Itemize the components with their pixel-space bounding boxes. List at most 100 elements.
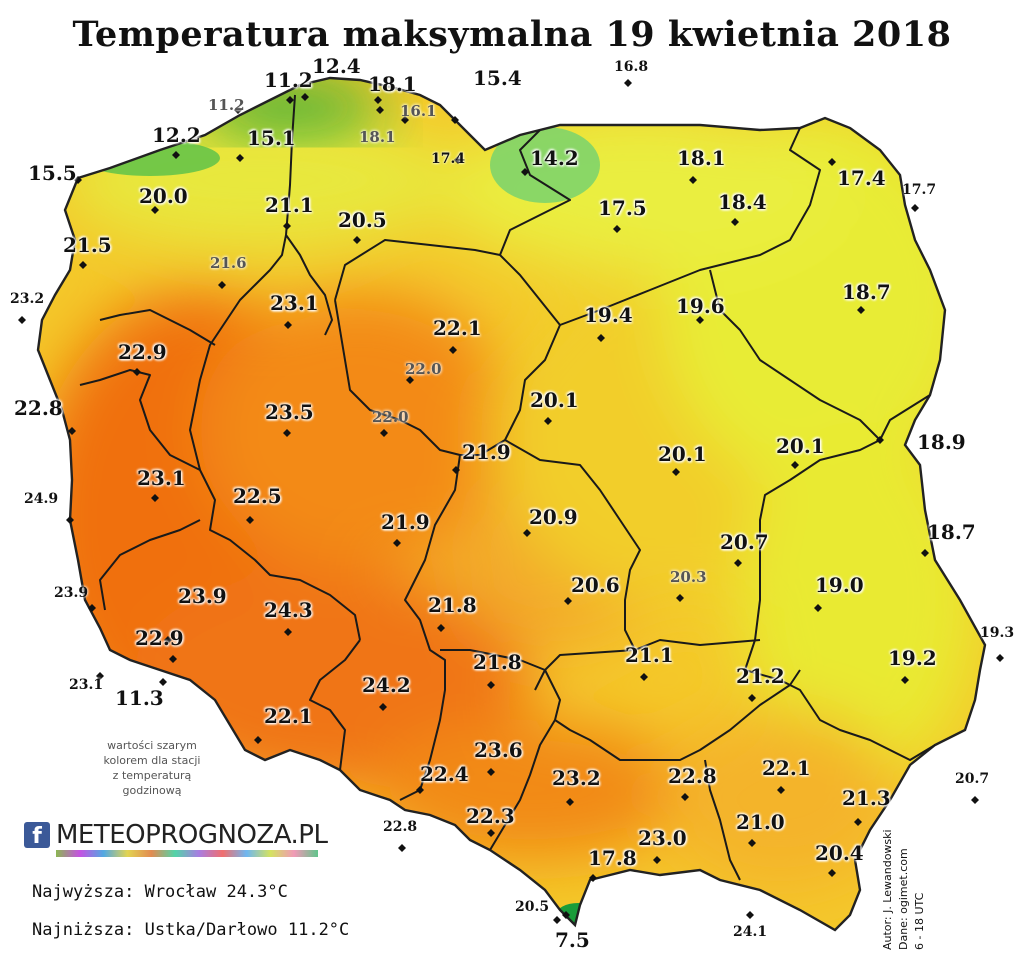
station-label-33: 22.0	[372, 408, 409, 426]
station-label-0: 12.4	[312, 54, 361, 78]
station-marker-25	[449, 346, 457, 354]
station-marker-66	[681, 793, 689, 801]
station-label-66: 22.8	[668, 764, 717, 788]
station-marker-18	[353, 236, 361, 244]
station-label-13: 17.4	[837, 166, 886, 190]
station-label-63: 23.6	[474, 738, 523, 762]
station-label-1: 11.2	[264, 68, 313, 92]
station-marker-2	[374, 96, 382, 104]
station-label-75: 17.8	[588, 846, 637, 870]
station-marker-19	[613, 225, 621, 233]
station-label-30: 22.0	[405, 360, 442, 378]
note-line-3: z temperaturą	[112, 769, 192, 782]
station-label-45: 18.7	[927, 520, 976, 544]
logo-text: METEOPROGNOZA.PL	[56, 820, 328, 850]
station-label-25: 22.1	[433, 316, 482, 340]
station-marker-49	[437, 624, 445, 632]
station-marker-61	[379, 703, 387, 711]
station-marker-69	[971, 796, 979, 804]
station-label-47: 23.9	[178, 584, 227, 608]
station-label-10: 17.4	[431, 151, 466, 167]
station-label-61: 24.2	[362, 673, 411, 697]
station-label-70: 22.3	[466, 804, 515, 828]
station-label-52: 19.0	[815, 573, 864, 597]
station-marker-56	[159, 678, 167, 686]
station-label-36: 20.1	[658, 442, 707, 466]
station-marker-51	[676, 594, 684, 602]
station-marker-31	[68, 427, 76, 435]
station-label-28: 18.7	[842, 280, 891, 304]
station-label-20: 18.4	[718, 190, 767, 214]
meteoprognoza-logo[interactable]: f METEOPROGNOZA.PL	[24, 820, 328, 860]
station-label-19: 17.5	[598, 196, 647, 220]
station-label-29: 22.9	[118, 340, 167, 364]
station-marker-21	[79, 261, 87, 269]
note-line-4: godzinową	[122, 784, 182, 797]
station-marker-13	[828, 158, 836, 166]
station-marker-4	[624, 79, 632, 87]
grey-values-note: wartości szarym kolorem dla stacji z tem…	[82, 738, 222, 798]
station-label-32: 23.5	[265, 400, 314, 424]
station-label-73: 23.0	[638, 826, 687, 850]
station-marker-47	[164, 636, 172, 644]
station-label-18: 20.5	[338, 208, 387, 232]
station-label-14: 17.7	[902, 182, 937, 198]
station-marker-28	[857, 306, 865, 314]
station-marker-45	[921, 549, 929, 557]
highest-temperature: Najwyższa: Wrocław 24.3°C	[32, 882, 288, 902]
station-marker-72	[398, 844, 406, 852]
station-label-16: 20.0	[139, 184, 188, 208]
station-marker-68	[854, 818, 862, 826]
station-label-40: 24.9	[24, 491, 59, 507]
station-label-2: 18.1	[368, 72, 417, 96]
station-marker-10	[454, 156, 462, 164]
station-label-9: 18.1	[359, 128, 396, 146]
station-marker-6	[401, 116, 409, 124]
station-marker-74	[828, 869, 836, 877]
station-label-76: 20.5	[515, 899, 550, 915]
note-line-1: wartości szarym	[107, 739, 197, 752]
station-label-77: 7.5	[555, 928, 590, 952]
lowest-temperature: Najniższa: Ustka/Darłowo 11.2°C	[32, 920, 350, 940]
station-label-74: 20.4	[815, 841, 864, 865]
station-marker-50	[564, 597, 572, 605]
station-marker-70	[487, 829, 495, 837]
logo-color-bar	[56, 850, 318, 857]
station-label-59: 21.2	[736, 664, 785, 688]
station-marker-16	[151, 206, 159, 214]
station-marker-76	[553, 916, 561, 924]
station-marker-67	[777, 786, 785, 794]
station-marker-52	[814, 604, 822, 612]
station-label-64: 22.4	[420, 762, 469, 786]
station-marker-54	[169, 655, 177, 663]
station-marker-65	[566, 798, 574, 806]
station-label-17: 21.1	[265, 193, 314, 217]
station-label-15: 15.5	[28, 161, 77, 185]
station-marker-53	[996, 654, 1004, 662]
station-label-71: 21.0	[736, 810, 785, 834]
station-label-67: 22.1	[762, 756, 811, 780]
station-label-34: 20.1	[530, 388, 579, 412]
station-label-54: 22.9	[135, 626, 184, 650]
station-marker-37	[791, 461, 799, 469]
station-marker-34	[544, 417, 552, 425]
station-label-65: 23.2	[552, 766, 601, 790]
map-title: Temperatura maksymalna 19 kwietnia 2018	[72, 14, 952, 55]
station-label-27: 19.6	[676, 294, 725, 318]
station-label-78: 24.1	[733, 924, 768, 940]
station-label-22: 21.6	[210, 254, 247, 272]
station-marker-75	[589, 874, 597, 882]
facebook-icon[interactable]: f	[24, 822, 50, 849]
credit-author: Autor: J. Lewandowski	[881, 829, 894, 950]
station-label-51: 20.3	[670, 568, 707, 586]
credit-time: 6 - 18 UTC	[913, 892, 926, 950]
station-label-42: 21.9	[381, 510, 430, 534]
credit-data: Dane: ogimet.com	[897, 848, 910, 950]
station-label-50: 20.6	[571, 573, 620, 597]
station-label-24: 23.1	[270, 291, 319, 315]
station-marker-32	[283, 429, 291, 437]
station-label-60: 19.2	[888, 646, 937, 670]
station-marker-24	[284, 321, 292, 329]
station-label-6: 16.1	[400, 102, 437, 120]
station-label-4: 16.8	[614, 59, 649, 75]
